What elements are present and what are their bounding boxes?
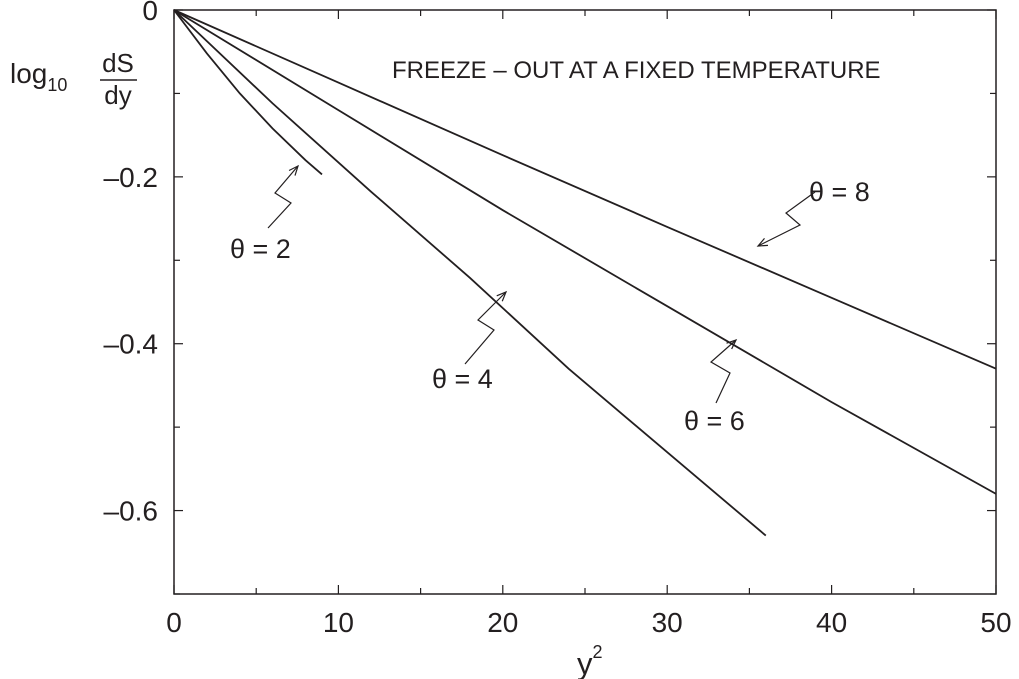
x-tick-label: 0 bbox=[166, 607, 182, 638]
x-tick-label: 40 bbox=[816, 607, 847, 638]
annotation-arrow bbox=[757, 191, 816, 247]
series-line-4 bbox=[173, 9, 997, 370]
x-axis-label-base: y bbox=[577, 646, 593, 679]
x-axis-label: y2 bbox=[577, 642, 603, 679]
annotation-label: θ = 8 bbox=[809, 177, 870, 207]
y-axis-label-prefix: log10 bbox=[10, 58, 67, 95]
y-axis-label: log10 dS dy bbox=[10, 48, 137, 110]
annotation-arrow-head bbox=[496, 290, 508, 302]
y-axis-label-log: log bbox=[10, 58, 47, 89]
x-tick-label: 30 bbox=[652, 607, 683, 638]
x-axis-label-sup: 2 bbox=[593, 642, 603, 662]
x-tick-label: 20 bbox=[487, 607, 518, 638]
annotation-arrow bbox=[709, 339, 737, 404]
y-tick-label: –0.4 bbox=[104, 329, 159, 360]
y-axis-label-numerator: dS bbox=[102, 48, 134, 78]
y-tick-label: 0 bbox=[142, 0, 158, 26]
series-line-2 bbox=[173, 9, 767, 537]
y-tick-label: –0.2 bbox=[104, 162, 159, 193]
annotation-label: θ = 4 bbox=[432, 364, 493, 394]
annotation-arrow-head bbox=[726, 338, 738, 350]
y-tick-label: –0.6 bbox=[104, 496, 159, 527]
x-tick-label: 10 bbox=[323, 607, 354, 638]
x-tick-labels: 0 10 20 30 40 50 bbox=[166, 607, 1011, 638]
chart-title: FREEZE – OUT AT A FIXED TEMPERATURE bbox=[392, 57, 881, 84]
y-axis-label-sub: 10 bbox=[47, 75, 67, 95]
series-line-3 bbox=[173, 9, 997, 495]
annotation-arrow bbox=[267, 165, 299, 229]
annotations: θ = 2 θ = 4 θ = 6 θ = 8 bbox=[230, 164, 870, 436]
annotation-label: θ = 2 bbox=[230, 234, 291, 264]
plot-frame bbox=[173, 9, 997, 595]
y-axis-label-denominator: dy bbox=[104, 80, 131, 110]
series-line-1 bbox=[173, 9, 323, 176]
axis-ticks bbox=[173, 9, 997, 595]
series-group bbox=[173, 9, 997, 537]
annotation-label: θ = 6 bbox=[684, 406, 745, 436]
annotation-arrow-head bbox=[756, 238, 769, 247]
annotation-arrow bbox=[464, 291, 507, 365]
y-tick-labels: 0 –0.2 –0.4 –0.6 bbox=[104, 0, 159, 527]
x-tick-label: 50 bbox=[980, 607, 1011, 638]
annotation-arrow-head bbox=[288, 164, 299, 176]
